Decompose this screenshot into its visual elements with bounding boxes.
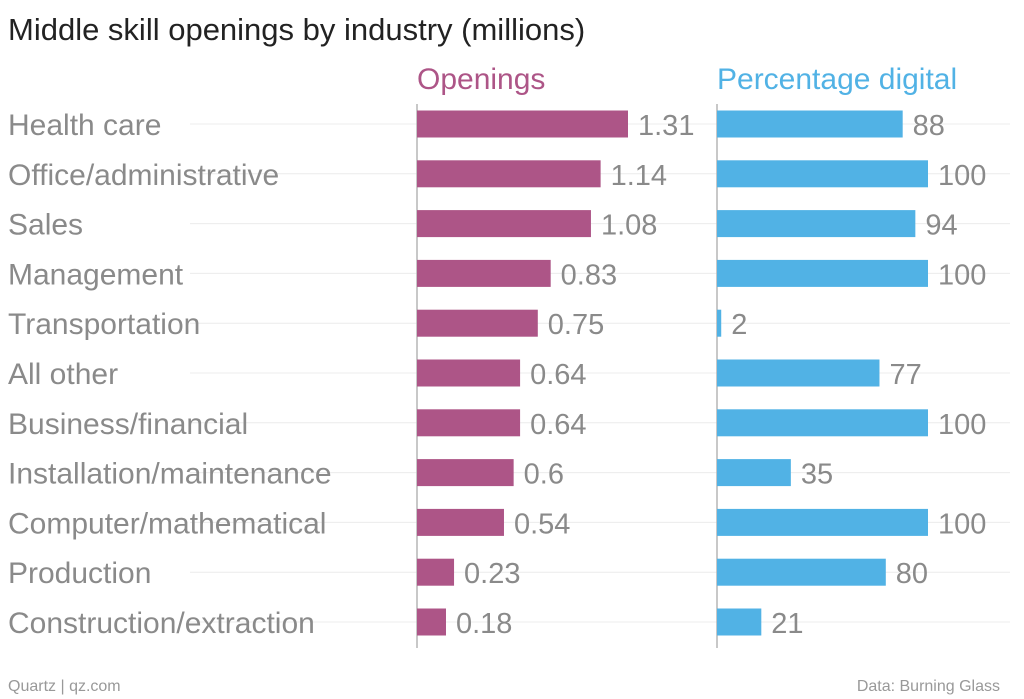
bar <box>417 259 551 287</box>
data-label: 94 <box>925 210 957 242</box>
bar <box>417 558 455 586</box>
bar <box>717 608 762 636</box>
series-title-digital: Percentage digital <box>717 63 957 96</box>
bar <box>717 259 928 287</box>
data-label: 0.64 <box>530 359 586 391</box>
category-label: Installation/maintenance <box>8 458 332 491</box>
bar <box>717 558 886 586</box>
bar <box>717 409 928 437</box>
footer-source-right: Data: Burning Glass <box>856 678 1000 695</box>
bar <box>417 608 446 636</box>
category-label: Business/financial <box>8 408 248 441</box>
data-label: 21 <box>771 608 803 640</box>
data-label: 100 <box>938 160 986 192</box>
data-label: 1.31 <box>638 110 694 142</box>
bar <box>717 359 880 387</box>
data-label: 0.64 <box>530 409 586 441</box>
category-label: Production <box>8 557 151 590</box>
data-label: 0.54 <box>514 508 570 540</box>
data-label: 1.08 <box>601 210 657 242</box>
bar <box>417 459 514 487</box>
data-label: 77 <box>889 359 921 391</box>
data-label: 88 <box>913 110 945 142</box>
data-label: 35 <box>801 459 833 491</box>
bar <box>417 508 504 536</box>
category-label: Sales <box>8 209 83 242</box>
category-label: Health care <box>8 109 161 142</box>
bar <box>417 110 628 138</box>
category-label: All other <box>8 358 118 391</box>
bar <box>717 309 722 337</box>
data-label: 2 <box>731 309 747 341</box>
data-label: 0.75 <box>548 309 604 341</box>
bar <box>717 459 791 487</box>
data-label: 0.23 <box>464 558 520 590</box>
data-label: 100 <box>938 409 986 441</box>
bar <box>717 508 928 536</box>
data-label: 100 <box>938 259 986 291</box>
category-label: Transportation <box>8 308 200 341</box>
bar <box>417 359 521 387</box>
data-label: 0.6 <box>524 459 564 491</box>
chart-title: Middle skill openings by industry (milli… <box>8 12 586 47</box>
bar <box>717 110 903 138</box>
bar <box>417 210 591 238</box>
bar <box>417 309 538 337</box>
data-label: 80 <box>896 558 928 590</box>
bar <box>717 160 928 188</box>
category-label: Computer/mathematical <box>8 507 326 540</box>
data-label: 1.14 <box>611 160 667 192</box>
data-label: 0.83 <box>561 259 617 291</box>
category-label: Management <box>8 258 184 291</box>
footer-source-left: Quartz | qz.com <box>8 678 121 695</box>
data-label: 0.18 <box>456 608 512 640</box>
data-label: 100 <box>938 508 986 540</box>
bar <box>417 160 601 188</box>
series-title-openings: Openings <box>417 63 545 96</box>
category-label: Office/administrative <box>8 159 279 192</box>
category-label: Construction/extraction <box>8 607 315 640</box>
bar <box>717 210 916 238</box>
bar <box>417 409 521 437</box>
